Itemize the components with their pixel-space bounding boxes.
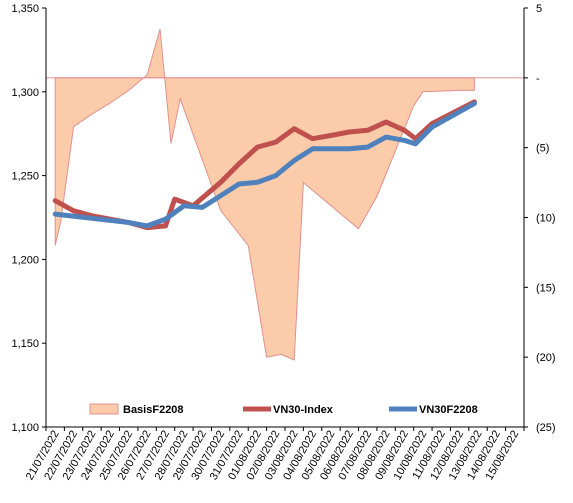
right-tick-label: 5 xyxy=(536,3,542,15)
left-tick-label: 1,200 xyxy=(11,254,39,266)
left-tick-label: 1,100 xyxy=(11,422,39,434)
right-tick-label: (25) xyxy=(536,422,556,434)
legend-item-vn30f2208: VN30F2208 xyxy=(389,404,478,416)
right-axis-ticks: (25) (20) (15) (10) (5) - 5 xyxy=(524,3,556,434)
basis-area xyxy=(54,28,475,361)
right-tick-label: (20) xyxy=(536,352,556,364)
left-tick-label: 1,300 xyxy=(11,87,39,99)
legend-label-vn30f2208: VN30F2208 xyxy=(419,404,478,416)
legend-label-vn30-index: VN30-Index xyxy=(273,404,334,416)
left-axis-ticks: 1,100 1,150 1,200 1,250 1,300 1,350 xyxy=(11,3,46,434)
right-tick-label: (5) xyxy=(536,143,549,155)
left-tick-label: 1,350 xyxy=(11,3,39,15)
right-tick-label: (10) xyxy=(536,213,556,225)
legend-swatch-basis xyxy=(89,403,119,415)
legend-item-vn30-index: VN30-Index xyxy=(243,404,334,416)
legend-item-basis: BasisF2208 xyxy=(89,403,184,416)
legend-label-basis: BasisF2208 xyxy=(123,404,184,416)
right-tick-label: (15) xyxy=(536,282,556,294)
plot-area xyxy=(46,28,524,361)
vn30f2208-line xyxy=(52,101,477,229)
legend: BasisF2208 VN30-Index VN30F2208 xyxy=(89,403,478,416)
right-tick-label: - xyxy=(536,73,540,85)
left-tick-label: 1,250 xyxy=(11,171,39,183)
x-axis-ticks: 21/07/202222/07/202223/07/202224/07/2022… xyxy=(24,427,525,482)
left-tick-label: 1,150 xyxy=(11,338,39,350)
